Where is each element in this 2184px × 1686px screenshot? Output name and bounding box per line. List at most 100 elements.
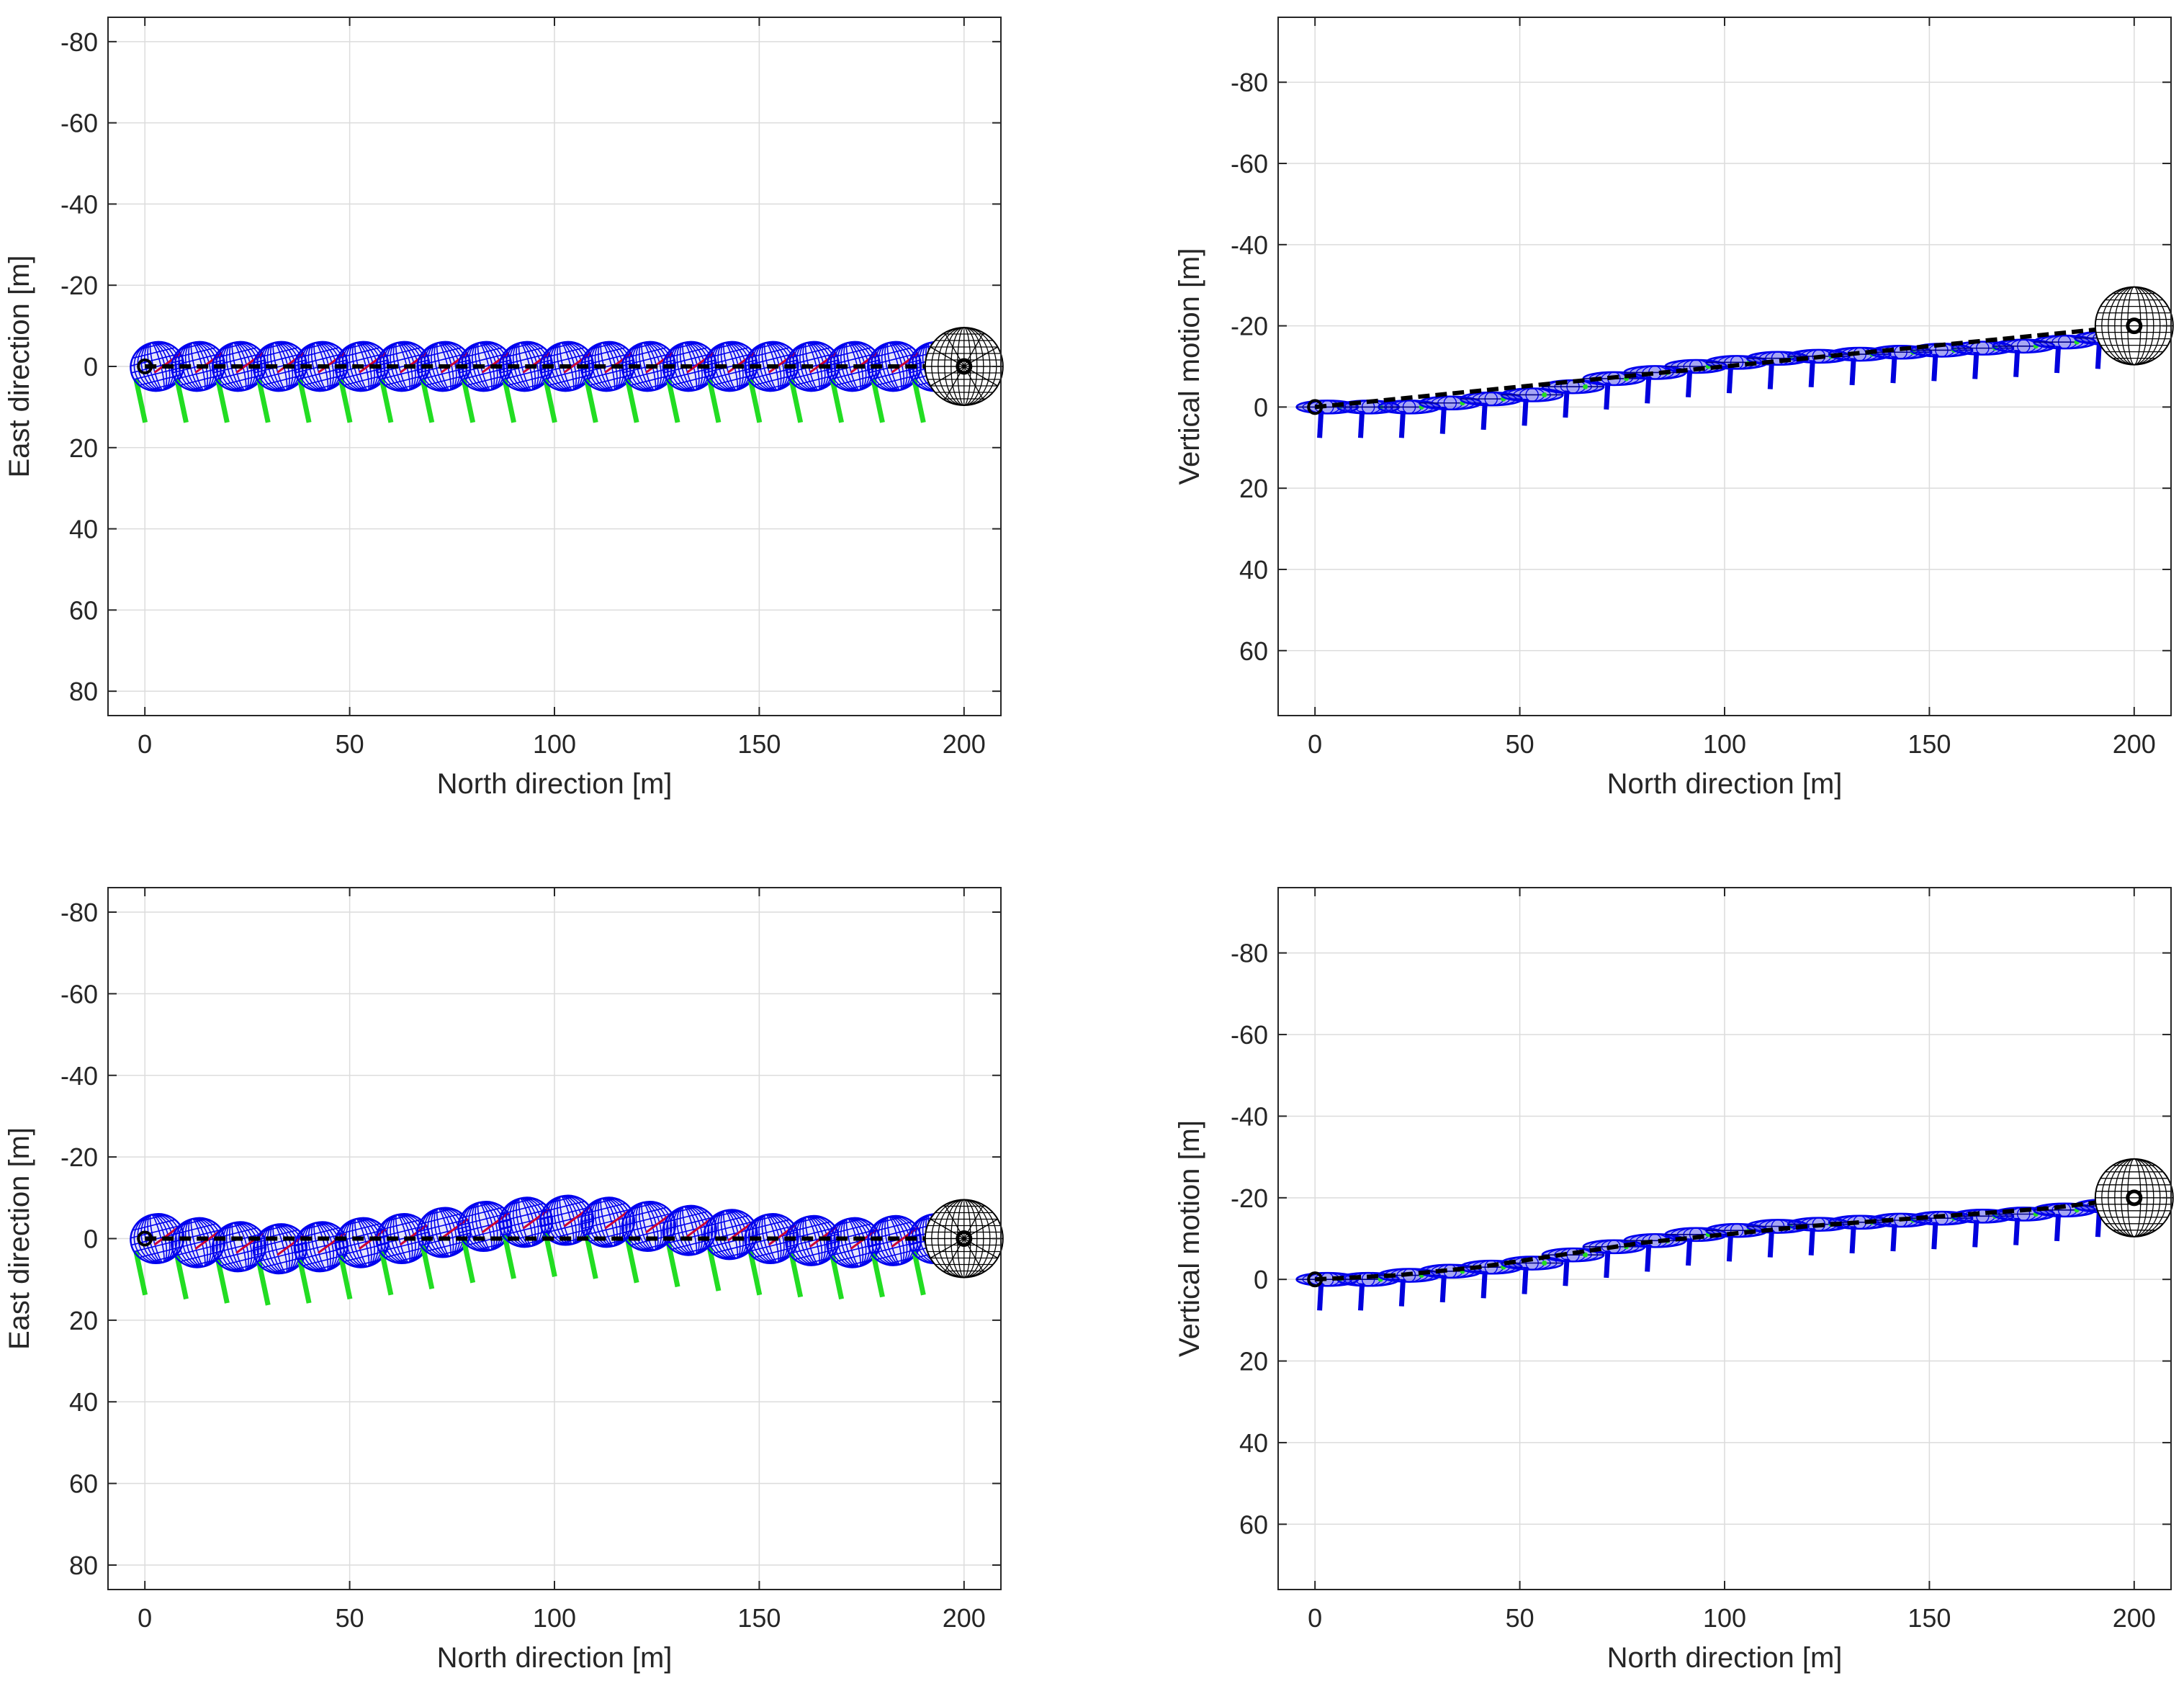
keel-mark <box>1522 398 1529 426</box>
body-ellipsoid <box>252 341 307 392</box>
x-tick-label: 150 <box>737 729 781 759</box>
keel-mark <box>1808 1227 1815 1256</box>
keel-mark <box>1604 382 1611 410</box>
vehicle-marker <box>1500 387 1564 426</box>
keel-mark <box>1931 1222 1938 1250</box>
keel-mark <box>1480 1271 1488 1299</box>
fin-mark <box>706 378 722 423</box>
y-tick-label: -20 <box>1231 1184 1268 1213</box>
keel-mark <box>1357 410 1365 438</box>
chart-bottom-left: 0 50 100 150 200 -80 -60 -40 -20 0 20 40 60 80 North … <box>4 887 1004 1674</box>
body-ellipsoid <box>1951 1209 2015 1224</box>
target-sphere <box>2094 286 2174 366</box>
fin-mark <box>871 1252 885 1298</box>
fin-mark <box>747 378 763 423</box>
keel-mark <box>1439 1275 1447 1303</box>
keel-mark <box>2054 346 2062 374</box>
y-tick-label: -40 <box>1231 230 1268 260</box>
body-ellipsoid <box>211 1221 267 1273</box>
keel-mark <box>1645 376 1652 404</box>
start-point-marker <box>137 359 153 374</box>
fin-mark <box>1542 1261 1547 1266</box>
keel-mark <box>2054 1214 2062 1242</box>
y-tick-label: 0 <box>84 1225 98 1254</box>
x-tick-label: 0 <box>1308 729 1322 759</box>
y-tick-label: -20 <box>1231 312 1268 341</box>
fin-mark <box>461 1238 476 1284</box>
vehicle-marker <box>1541 379 1605 418</box>
keel-mark <box>1563 1258 1570 1286</box>
keel-mark <box>2013 350 2021 377</box>
vehicle-marker <box>130 1213 185 1296</box>
fin-mark <box>706 1246 722 1291</box>
vehicle-marker <box>457 341 513 423</box>
fin-mark <box>420 378 435 423</box>
x-tick-label: 150 <box>1907 729 1951 759</box>
vehicle-marker <box>130 341 185 423</box>
start-point-marker <box>137 1230 153 1247</box>
body-ellipsoid <box>130 1213 185 1264</box>
vehicle-marker <box>1378 400 1441 438</box>
fin-mark <box>133 1250 148 1296</box>
fin-mark <box>379 1250 394 1296</box>
fin-mark <box>502 1234 516 1279</box>
body-ellipsoid <box>130 341 185 392</box>
keel-mark <box>1849 1226 1856 1254</box>
fin-mark <box>1542 392 1547 397</box>
fin-mark <box>788 378 804 423</box>
keel-mark <box>1317 1283 1324 1311</box>
keel-mark <box>1849 358 1856 386</box>
x-tick-label: 100 <box>1703 729 1746 759</box>
y-tick-label: -60 <box>60 979 98 1009</box>
keel-mark <box>2095 341 2102 369</box>
y-tick-label: -60 <box>1231 149 1268 179</box>
x-tick-label: 0 <box>138 1603 152 1633</box>
y-tick-label: 20 <box>69 1306 98 1335</box>
y-tick-label: -40 <box>1231 1101 1268 1131</box>
x-tick-label: 50 <box>336 729 364 759</box>
vehicle-marker <box>662 341 717 423</box>
y-tick-label: 20 <box>1239 474 1268 503</box>
keel-mark <box>1686 1238 1693 1266</box>
keel-mark <box>2013 1217 2021 1245</box>
y-tick-label: 60 <box>69 595 98 625</box>
body-ellipsoid <box>580 341 635 392</box>
heading-mark <box>481 1212 510 1234</box>
fin-mark <box>215 378 230 423</box>
keel-mark <box>1398 410 1406 438</box>
y-tick-label: -40 <box>60 1061 98 1091</box>
x-tick-label: 50 <box>1506 1603 1534 1633</box>
body-ellipsoid <box>1500 387 1564 402</box>
fin-mark <box>174 1254 189 1300</box>
fin-mark <box>174 378 189 423</box>
fin-mark <box>871 378 885 423</box>
y-tick-label: -80 <box>1231 68 1268 97</box>
fin-mark <box>338 378 353 423</box>
vehicle-marker <box>171 341 226 423</box>
y-axis-label: Vertical motion [m] <box>1174 248 1205 484</box>
keel-mark <box>1480 402 1488 430</box>
vehicle-marker <box>662 1204 717 1288</box>
fin-mark <box>624 1238 639 1284</box>
keel-mark <box>1726 366 1734 394</box>
fin-mark <box>543 378 557 423</box>
keel-mark <box>1522 1266 1529 1294</box>
chart-bottom-right: 0 50 100 150 200 -80 -60 -40 -20 0 20 40 60 North di… <box>1174 887 2174 1674</box>
keel-mark <box>1686 370 1693 398</box>
keel-mark <box>1726 1234 1734 1262</box>
y-tick-label: 40 <box>69 515 98 544</box>
fin-mark <box>256 1260 271 1306</box>
keel-mark <box>1357 1283 1365 1311</box>
x-axis-label: North direction [m] <box>1607 768 1843 800</box>
x-tick-label: 150 <box>1907 1603 1951 1633</box>
target-center-marker <box>956 1230 973 1247</box>
y-tick-label: 80 <box>69 677 98 706</box>
y-tick-label: 0 <box>1254 392 1268 422</box>
fin-mark <box>256 378 271 423</box>
x-axis-label: North direction [m] <box>437 1642 673 1674</box>
vehicle-marker <box>252 341 307 423</box>
keel-mark <box>1890 1224 1897 1252</box>
y-axis-label: Vertical motion [m] <box>1174 1120 1205 1357</box>
target-center-marker <box>2126 317 2143 335</box>
